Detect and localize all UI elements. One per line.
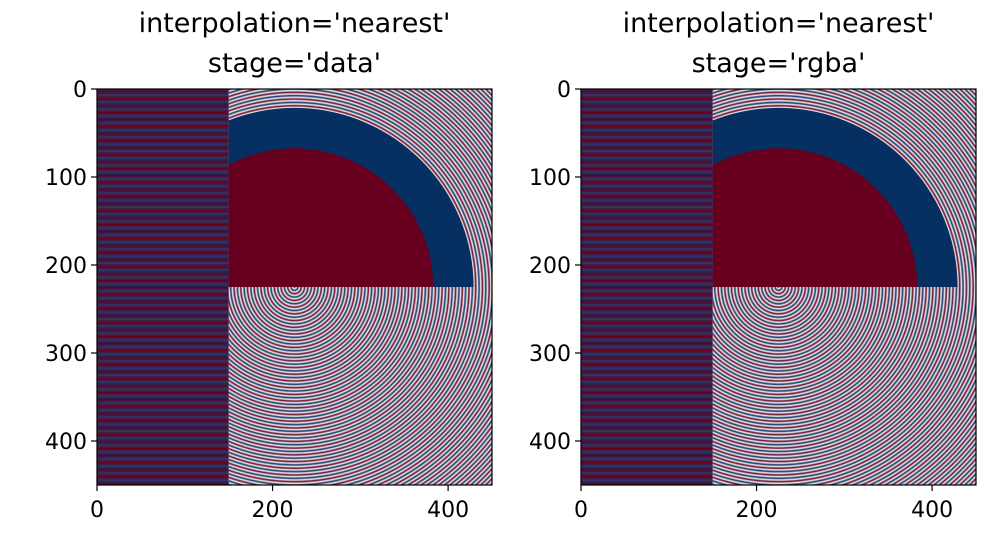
y-tick-label: 200 xyxy=(45,254,87,279)
y-tick-label: 100 xyxy=(529,166,571,191)
y-tick-label: 200 xyxy=(529,254,571,279)
subplot-title-line: stage='data' xyxy=(208,48,381,79)
x-tick-label: 200 xyxy=(252,498,294,523)
y-tick-label: 300 xyxy=(45,342,87,367)
axes-frame xyxy=(96,88,493,486)
x-tick-label: 400 xyxy=(911,498,953,523)
x-tick-label: 400 xyxy=(427,498,469,523)
y-tick-label: 100 xyxy=(45,166,87,191)
x-tick-label: 200 xyxy=(736,498,778,523)
red-half-disk xyxy=(228,148,434,287)
subplot-title-line: interpolation='nearest' xyxy=(139,8,451,39)
subplot-2: 0 200 400 0 100 200 300 400 interpolation='neare… xyxy=(529,8,977,523)
image-area xyxy=(581,89,976,485)
y-tick-label: 300 xyxy=(529,342,571,367)
y-tick-label: 400 xyxy=(529,430,571,455)
subplot-1: 0 200 400 0 100 200 300 400 interpolation='neare… xyxy=(45,8,493,523)
red-half-disk xyxy=(712,148,918,287)
subplot-title-line: stage='rgba' xyxy=(692,48,866,79)
image-area xyxy=(97,89,492,485)
axes-frame xyxy=(580,88,977,486)
x-tick-label: 0 xyxy=(574,498,588,523)
y-tick-label: 400 xyxy=(45,430,87,455)
subplot-title-line: interpolation='nearest' xyxy=(623,8,935,39)
y-tick-label: 0 xyxy=(73,78,87,103)
x-tick-label: 0 xyxy=(90,498,104,523)
striped-band xyxy=(97,89,229,485)
striped-band xyxy=(581,89,713,485)
y-tick-label: 0 xyxy=(557,78,571,103)
